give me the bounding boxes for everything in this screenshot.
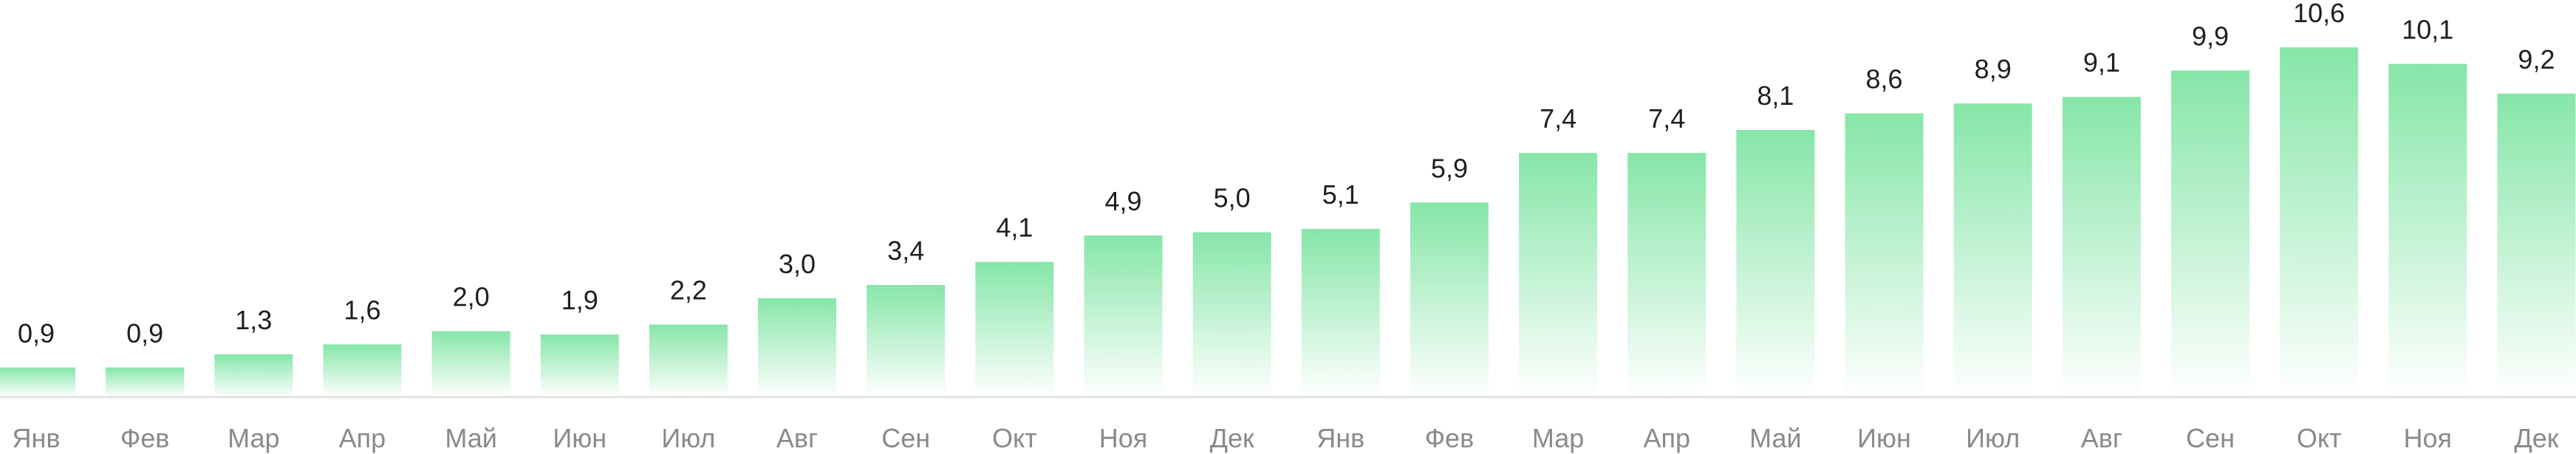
bar — [1084, 235, 1163, 397]
x-tick-label: Фев — [120, 423, 170, 453]
bar — [1953, 103, 2032, 398]
bar — [323, 344, 402, 397]
bar — [2497, 93, 2576, 397]
bar — [0, 367, 75, 397]
bar — [867, 285, 946, 397]
bar — [1736, 129, 1815, 397]
x-tick-label: Июн — [553, 423, 607, 453]
x-tick-label: Июл — [1966, 423, 2020, 453]
bar — [2280, 47, 2359, 398]
bar-value-label: 7,4 — [1540, 103, 1576, 134]
bar — [1410, 202, 1489, 397]
x-tick-label: Авг — [2081, 423, 2122, 453]
x-tick-label: Авг — [776, 423, 818, 453]
bar — [975, 261, 1054, 397]
bar-value-label: 0,9 — [18, 318, 55, 348]
bar-value-label: 8,9 — [1975, 54, 2012, 84]
x-tick-label: Ноя — [1099, 423, 1148, 453]
bar-value-label: 3,0 — [779, 249, 816, 279]
bar-value-label: 4,9 — [1104, 186, 1141, 216]
x-tick-label: Май — [445, 423, 497, 453]
bar — [2062, 97, 2141, 398]
bar-value-label: 1,9 — [561, 285, 598, 315]
bar — [1192, 232, 1271, 397]
x-tick-label: Мар — [1532, 423, 1584, 453]
bar — [540, 334, 619, 397]
x-tick-label: Окт — [2297, 423, 2342, 453]
bar — [1301, 229, 1380, 397]
bar — [649, 324, 728, 397]
bar — [758, 297, 837, 397]
bar-value-label: 9,2 — [2518, 44, 2555, 75]
x-tick-labels-group: Янв Фев Мар Апр Май Июн Июл Авг Сен Окт Ноя Дек Янв Ф… — [12, 423, 2558, 453]
x-tick-label: Апр — [1643, 423, 1690, 453]
bar-value-label: 5,0 — [1214, 183, 1251, 213]
x-tick-label: Апр — [339, 423, 386, 453]
bar-value-label: 0,9 — [126, 318, 163, 348]
x-tick-label: Июл — [661, 423, 715, 453]
bar — [1627, 153, 1706, 397]
x-tick-label: Сен — [881, 423, 930, 453]
x-tick-label: Фев — [1425, 423, 1475, 453]
bar-value-label: 10,1 — [2402, 15, 2453, 45]
bar-value-label: 7,4 — [1648, 103, 1685, 134]
bar — [1519, 153, 1598, 397]
bar-value-label: 9,9 — [2192, 21, 2229, 51]
bar-value-label: 2,0 — [453, 282, 490, 312]
bar-value-label: 3,4 — [887, 235, 924, 266]
bar-value-label: 1,3 — [235, 305, 272, 335]
bar-value-label: 1,6 — [344, 295, 380, 325]
x-tick-label: Дек — [1210, 423, 1254, 453]
x-tick-label: Сен — [2186, 423, 2235, 453]
bar — [1845, 113, 1924, 397]
bar-value-label: 5,9 — [1431, 153, 1468, 183]
x-tick-label: Янв — [12, 423, 60, 453]
bar-value-label: 9,1 — [2083, 47, 2120, 78]
bar — [106, 367, 185, 397]
bar — [214, 354, 293, 397]
bar-value-label: 5,1 — [1322, 179, 1359, 210]
x-tick-label: Ноя — [2404, 423, 2453, 453]
x-tick-label: Дек — [2514, 423, 2558, 453]
bar — [431, 331, 510, 397]
x-tick-label: Май — [1749, 423, 1802, 453]
bar — [2388, 63, 2467, 397]
x-tick-label: Окт — [992, 423, 1037, 453]
bar-value-label: 10,6 — [2293, 0, 2345, 28]
bar-value-label: 2,2 — [670, 275, 707, 306]
bar-value-label: 4,1 — [996, 213, 1033, 243]
value-labels-group: 0,9 0,9 1,3 1,6 2,0 1,9 2,2 3,0 3,4 4,1 4,9 5,0 5,1 5… — [18, 0, 2555, 348]
bar-value-label: 8,6 — [1866, 64, 1903, 94]
x-tick-label: Мар — [228, 423, 279, 453]
bars-group — [0, 47, 2576, 398]
bar-value-label: 8,1 — [1757, 80, 1794, 111]
x-tick-label: Янв — [1316, 423, 1364, 453]
x-tick-label: Июн — [1857, 423, 1911, 453]
bar — [2171, 70, 2249, 397]
